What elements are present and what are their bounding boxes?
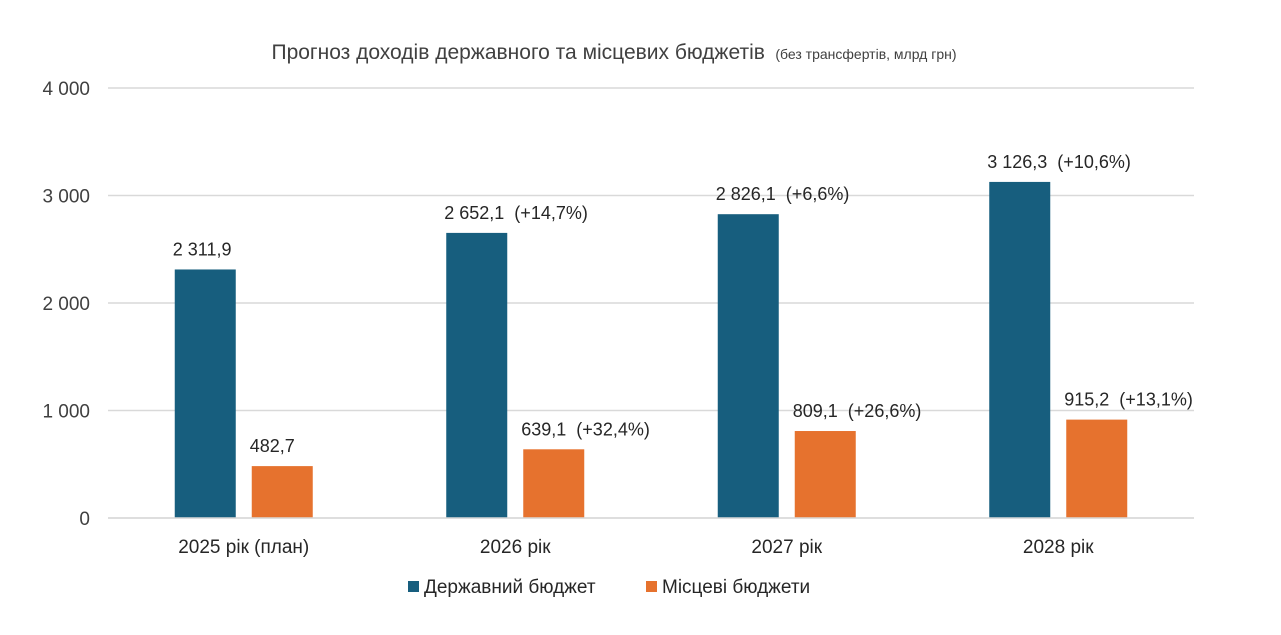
data-label: 2 826,1 (+6,6%)	[716, 184, 850, 204]
chart-title: Прогноз доходів державного та місцевих б…	[271, 41, 956, 64]
bar-local-budgets	[251, 466, 313, 518]
bar-state-budget	[174, 269, 236, 518]
data-label: 639,1 (+32,4%)	[521, 419, 650, 439]
x-axis: 2025 рік (план) 2026 рік 2027 рік 2028 рік	[108, 517, 1194, 558]
bar-state-budget	[446, 232, 508, 519]
chart-subtitle: (без трансфертів, млрд грн)	[775, 46, 956, 62]
bars	[174, 181, 1128, 519]
y-tick-label: 3 000	[42, 187, 90, 208]
x-tick-label: 2027 рік	[751, 537, 822, 558]
legend-swatch	[408, 581, 419, 592]
y-tick-label: 0	[79, 509, 90, 530]
y-tick-label: 4 000	[42, 79, 90, 100]
y-axis: 0 1 000 2 000 3 000 4 000	[42, 79, 90, 530]
bar-state-budget	[989, 181, 1051, 519]
bar-local-budgets	[794, 431, 856, 518]
legend-swatch	[646, 581, 657, 592]
x-tick-label: 2026 рік	[480, 537, 551, 558]
x-tick-label: 2025 рік (план)	[178, 537, 309, 558]
chart-title-main: Прогноз доходів державного та місцевих б…	[271, 41, 764, 64]
data-label: 482,7	[250, 436, 295, 456]
legend-label: Місцеві бюджети	[662, 577, 810, 598]
y-tick-label: 1 000	[42, 402, 90, 423]
data-label: 809,1 (+26,6%)	[793, 401, 922, 421]
bar-local-budgets	[1066, 419, 1128, 518]
bar-local-budgets	[523, 449, 585, 518]
bar-state-budget	[717, 214, 779, 518]
data-label: 2 311,9	[173, 239, 232, 259]
data-labels: 2 311,9 482,7 2 652,1 (+14,7%) 639,1 (+32,4…	[173, 152, 1193, 456]
legend: Державний бюджет Місцеві бюджети	[408, 577, 810, 598]
x-tick-label: 2028 рік	[1023, 537, 1094, 558]
data-label: 3 126,3 (+10,6%)	[987, 152, 1131, 172]
y-tick-label: 2 000	[42, 294, 90, 315]
legend-label: Державний бюджет	[424, 577, 596, 598]
data-label: 915,2 (+13,1%)	[1064, 390, 1193, 410]
data-label: 2 652,1 (+14,7%)	[444, 203, 588, 223]
